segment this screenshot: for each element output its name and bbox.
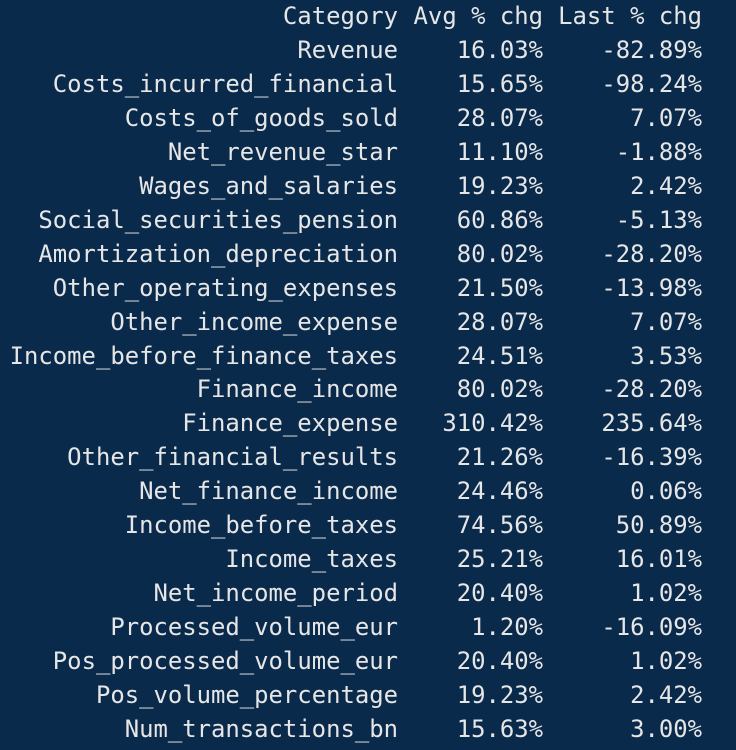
category-cell: Costs_of_goods_sold: [124, 103, 398, 132]
category-cell: Pos_processed_volume_eur: [52, 647, 398, 676]
value-cell: 2.42%: [630, 681, 702, 709]
value-cell: 1.02%: [630, 647, 702, 676]
value-cell: 80.02%: [456, 375, 543, 404]
value-cell: 24.46%: [456, 477, 543, 506]
category-cell: Net_revenue_star: [167, 137, 398, 166]
value-cell: 3.00%: [630, 714, 702, 743]
value-cell: -28.20%: [601, 375, 702, 404]
category-cell: Pos_volume_percentage: [95, 681, 398, 709]
category-cell: Amortization_depreciation: [38, 239, 398, 268]
value-cell: -5.13%: [615, 205, 702, 234]
category-cell: Revenue: [297, 35, 398, 64]
value-cell: 60.86%: [456, 205, 543, 234]
category-cell: Social_securities_pension: [38, 205, 398, 234]
category-cell: Other_financial_results: [67, 443, 398, 472]
value-cell: -28.20%: [601, 239, 702, 268]
value-cell: -16.39%: [601, 443, 702, 472]
category-cell: Other_income_expense: [110, 307, 398, 336]
category-cell: Net_income_period: [153, 579, 398, 608]
value-cell: 28.07%: [456, 103, 543, 132]
category-cell: Finance_expense: [182, 409, 398, 438]
value-cell: 25.21%: [456, 545, 543, 574]
value-cell: 3.53%: [630, 341, 702, 370]
category-cell: Income_before_finance_taxes: [9, 341, 398, 370]
value-cell: 20.40%: [456, 647, 543, 676]
value-cell: 235.64%: [601, 409, 702, 438]
value-cell: 11.10%: [456, 137, 543, 166]
category-cell: Processed_volume_eur: [110, 613, 398, 642]
value-cell: 7.07%: [630, 103, 702, 132]
category-cell: Income_before_taxes: [124, 511, 398, 540]
value-cell: 21.50%: [456, 273, 543, 302]
value-cell: 20.40%: [456, 579, 543, 608]
category-cell: Num_transactions_bn: [124, 714, 398, 743]
column-header: Avg % chg: [413, 2, 543, 30]
value-cell: 24.51%: [456, 341, 543, 370]
column-header: Last % chg: [558, 2, 702, 30]
category-cell: Costs_incurred_financial: [52, 69, 398, 98]
value-cell: 0.06%: [630, 477, 702, 506]
value-cell: 16.03%: [456, 35, 543, 64]
value-cell: 15.63%: [456, 714, 543, 743]
value-cell: -16.09%: [601, 613, 702, 642]
value-cell: 1.02%: [630, 579, 702, 608]
category-cell: Other_operating_expenses: [52, 273, 398, 302]
value-cell: 7.07%: [630, 307, 702, 336]
value-cell: 19.23%: [456, 681, 543, 709]
value-cell: 19.23%: [456, 171, 543, 200]
category-cell: Finance_income: [196, 375, 398, 404]
value-cell: 1.20%: [471, 613, 543, 642]
category-cell: Net_finance_income: [139, 477, 398, 506]
value-cell: 310.42%: [442, 409, 543, 438]
value-cell: 74.56%: [456, 511, 543, 540]
value-cell: 16.01%: [615, 545, 702, 574]
column-header: Category: [282, 2, 398, 30]
value-cell: 21.26%: [456, 443, 543, 472]
value-cell: 28.07%: [456, 307, 543, 336]
value-cell: -1.88%: [615, 137, 702, 166]
value-cell: -98.24%: [601, 69, 702, 98]
value-cell: 80.02%: [456, 239, 543, 268]
value-cell: -82.89%: [601, 35, 702, 64]
value-cell: -13.98%: [601, 273, 702, 302]
value-cell: 2.42%: [630, 171, 702, 200]
category-cell: Wages_and_salaries: [139, 171, 398, 200]
value-cell: 50.89%: [615, 511, 702, 540]
value-cell: 15.65%: [456, 69, 543, 98]
category-cell: Income_taxes: [225, 545, 398, 574]
